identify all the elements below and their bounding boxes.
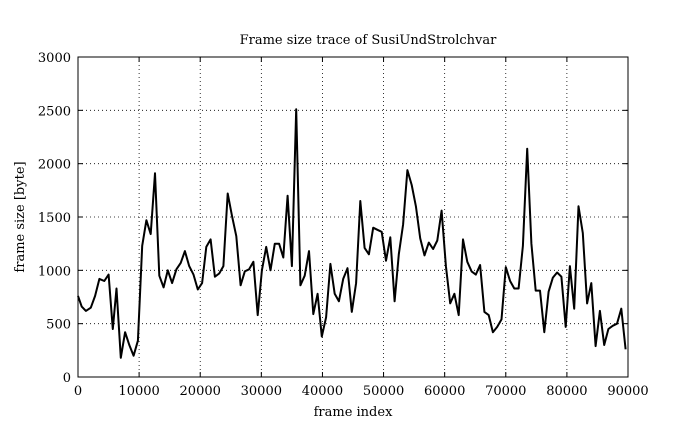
x-tick-label: 80000 xyxy=(546,384,587,399)
x-tick-label: 70000 xyxy=(485,384,526,399)
x-tick-label: 60000 xyxy=(424,384,465,399)
series-layer xyxy=(77,108,627,359)
series-line xyxy=(77,108,627,359)
y-tick-label: 2500 xyxy=(38,104,71,119)
y-tick-label: 3000 xyxy=(38,51,71,66)
chart-title: Frame size trace of SusiUndStrolchvar xyxy=(240,33,498,48)
x-tick-label: 90000 xyxy=(607,384,648,399)
y-axis-label: frame size [byte] xyxy=(13,161,28,272)
x-tick-label: 10000 xyxy=(118,384,159,399)
y-tick-label: 0 xyxy=(63,371,71,386)
y-tick-label: 500 xyxy=(46,318,71,333)
x-tick-label: 0 xyxy=(74,384,82,399)
y-tick-label: 1500 xyxy=(38,211,71,226)
grid-lines xyxy=(78,57,628,377)
x-tick-label: 40000 xyxy=(302,384,343,399)
y-tick-label: 2000 xyxy=(38,158,71,173)
tick-labels: 0 10000 20000 30000 40000 50000 60000 70000 8000… xyxy=(38,51,649,399)
x-tick-label: 50000 xyxy=(363,384,404,399)
x-tick-label: 20000 xyxy=(180,384,221,399)
axes xyxy=(77,56,629,378)
x-tick-label: 30000 xyxy=(241,384,282,399)
plot-frame xyxy=(77,56,629,378)
x-axis-label: frame index xyxy=(314,405,393,420)
y-tick-label: 1000 xyxy=(38,264,71,279)
